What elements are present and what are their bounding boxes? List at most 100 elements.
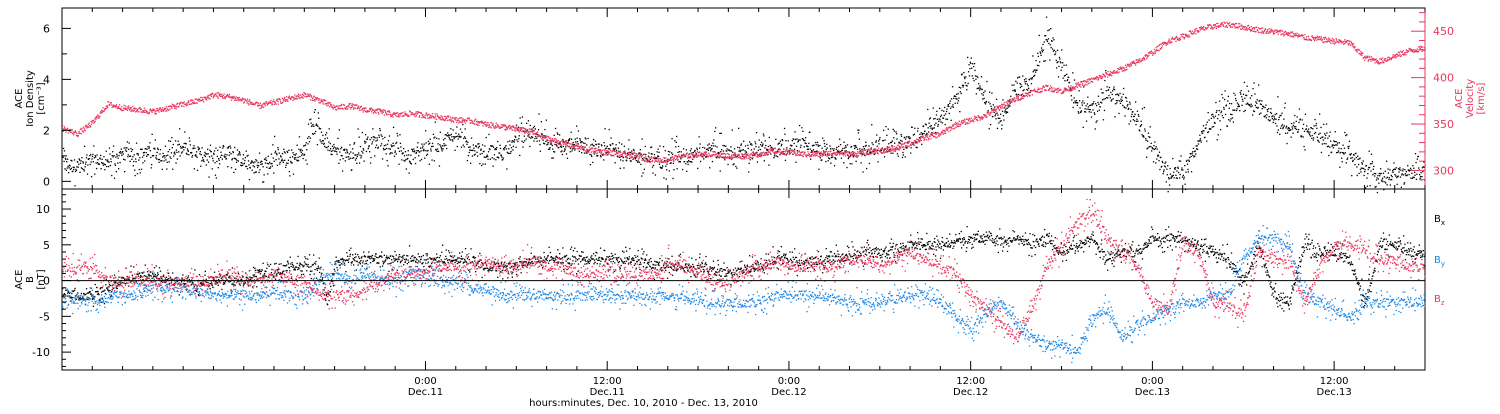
ion-density-series-point xyxy=(1205,127,1207,129)
ion-density-series-point xyxy=(975,78,977,80)
velocity-series-point xyxy=(971,120,973,122)
ion-density-series-point xyxy=(1344,152,1346,154)
ion-density-series-point xyxy=(883,129,885,131)
ion-density-series-point xyxy=(488,148,491,150)
ion-density-series-point xyxy=(393,155,396,157)
ion-density-series-point xyxy=(306,163,308,165)
velocity-series-point xyxy=(909,144,911,146)
velocity-series-point xyxy=(988,112,990,114)
velocity-series-point xyxy=(850,152,853,154)
ion-density-series-point xyxy=(362,148,364,150)
ion-density-series-point xyxy=(639,152,641,154)
ion-density-series-point xyxy=(494,148,496,151)
velocity-series-point xyxy=(925,135,927,137)
ion-density-series-point xyxy=(1285,127,1287,129)
ion-density-series-point xyxy=(1336,144,1338,146)
velocity-series-point xyxy=(502,124,504,126)
ion-density-series-point xyxy=(938,120,940,122)
ion-density-series-point xyxy=(1232,109,1234,111)
ion-density-series-point xyxy=(336,147,339,149)
ion-density-series-point xyxy=(1409,167,1412,169)
ion-density-series-point xyxy=(917,127,919,130)
ion-density-series-point xyxy=(201,147,203,149)
ion-density-series-point xyxy=(992,104,994,106)
ion-density-series-point xyxy=(1135,124,1137,126)
velocity-series-point xyxy=(271,104,273,106)
velocity-series-point xyxy=(623,152,625,154)
velocity-series-point xyxy=(625,152,627,155)
ion-density-series-point xyxy=(1320,126,1322,129)
ion-density-series-point xyxy=(570,147,572,150)
ion-density-series-point xyxy=(440,147,442,149)
ion-density-series-point xyxy=(1141,134,1143,136)
ion-density-series-point xyxy=(708,147,710,149)
velocity-series-point xyxy=(945,128,947,130)
ion-density-series-point xyxy=(830,162,832,164)
velocity-series-point xyxy=(702,156,704,158)
velocity-series-point xyxy=(68,130,71,132)
ion-density-series-point xyxy=(452,129,454,131)
ion-density-series-point xyxy=(827,153,829,155)
ion-density-series-point xyxy=(989,123,992,126)
velocity-series-point xyxy=(647,161,649,163)
velocity-series-point xyxy=(627,154,629,156)
velocity-series-point xyxy=(428,117,430,119)
ion-density-series-point xyxy=(1143,106,1145,109)
ion-density-series-point xyxy=(1408,170,1411,172)
ion-density-series-point xyxy=(628,157,631,160)
velocity-series-point xyxy=(94,120,96,122)
ion-density-series-point xyxy=(341,170,344,172)
ion-density-series-point xyxy=(499,144,501,146)
ion-density-series-point xyxy=(576,141,579,143)
ion-density-series-point xyxy=(878,143,880,145)
velocity-series-point xyxy=(726,157,728,159)
ion-density-series-point xyxy=(276,164,279,166)
velocity-series-point xyxy=(559,141,562,143)
velocity-series-point xyxy=(563,143,565,146)
ion-density-series-point xyxy=(1141,108,1144,110)
ion-density-series-point xyxy=(396,141,398,144)
ion-density-series-point xyxy=(498,152,501,154)
ion-density-series-point xyxy=(569,137,571,140)
ion-density-series-point xyxy=(750,143,752,145)
ion-density-series-point xyxy=(281,158,283,160)
velocity-series-point xyxy=(540,132,542,134)
velocity-series-point xyxy=(966,118,968,120)
ion-density-series-point xyxy=(241,165,243,167)
velocity-series-point xyxy=(210,93,212,95)
ion-density-series-point xyxy=(933,118,935,120)
ion-density-series-point xyxy=(623,145,625,147)
velocity-series-point xyxy=(739,157,742,159)
velocity-series-point xyxy=(90,126,92,128)
velocity-series-point xyxy=(853,151,855,153)
velocity-series-point xyxy=(719,154,721,157)
ion-density-series-point xyxy=(246,155,248,157)
ion-density-series-point xyxy=(215,147,217,149)
velocity-series-point xyxy=(208,98,210,100)
ion-density-series-point xyxy=(1325,123,1328,125)
ion-density-series-point xyxy=(762,143,764,145)
ion-density-series-point xyxy=(313,125,315,127)
velocity-series-point xyxy=(639,153,641,156)
ion-density-series-point xyxy=(261,163,263,165)
ion-density-series-point xyxy=(1112,98,1114,100)
ion-density-series-point xyxy=(1296,128,1298,130)
ion-density-series-point xyxy=(645,153,647,156)
velocity-series-point xyxy=(316,97,318,99)
ion-density-series-point xyxy=(699,160,702,163)
ion-density-series-point xyxy=(197,146,199,148)
velocity-series-point xyxy=(730,156,732,159)
velocity-series-point xyxy=(844,153,846,155)
ion-density-series-point xyxy=(125,147,127,149)
ion-density-series-point xyxy=(665,165,667,167)
velocity-series-point xyxy=(181,105,183,107)
velocity-series-point xyxy=(950,129,952,132)
velocity-series-point xyxy=(123,104,125,106)
ion-density-series-point xyxy=(338,129,340,131)
ion-density-series-point xyxy=(839,144,842,146)
ion-density-series-point xyxy=(778,142,781,144)
ion-density-series-point xyxy=(322,140,324,142)
velocity-series-point xyxy=(421,117,423,119)
ion-density-series-point xyxy=(388,135,391,137)
ion-density-series-point xyxy=(972,63,974,65)
